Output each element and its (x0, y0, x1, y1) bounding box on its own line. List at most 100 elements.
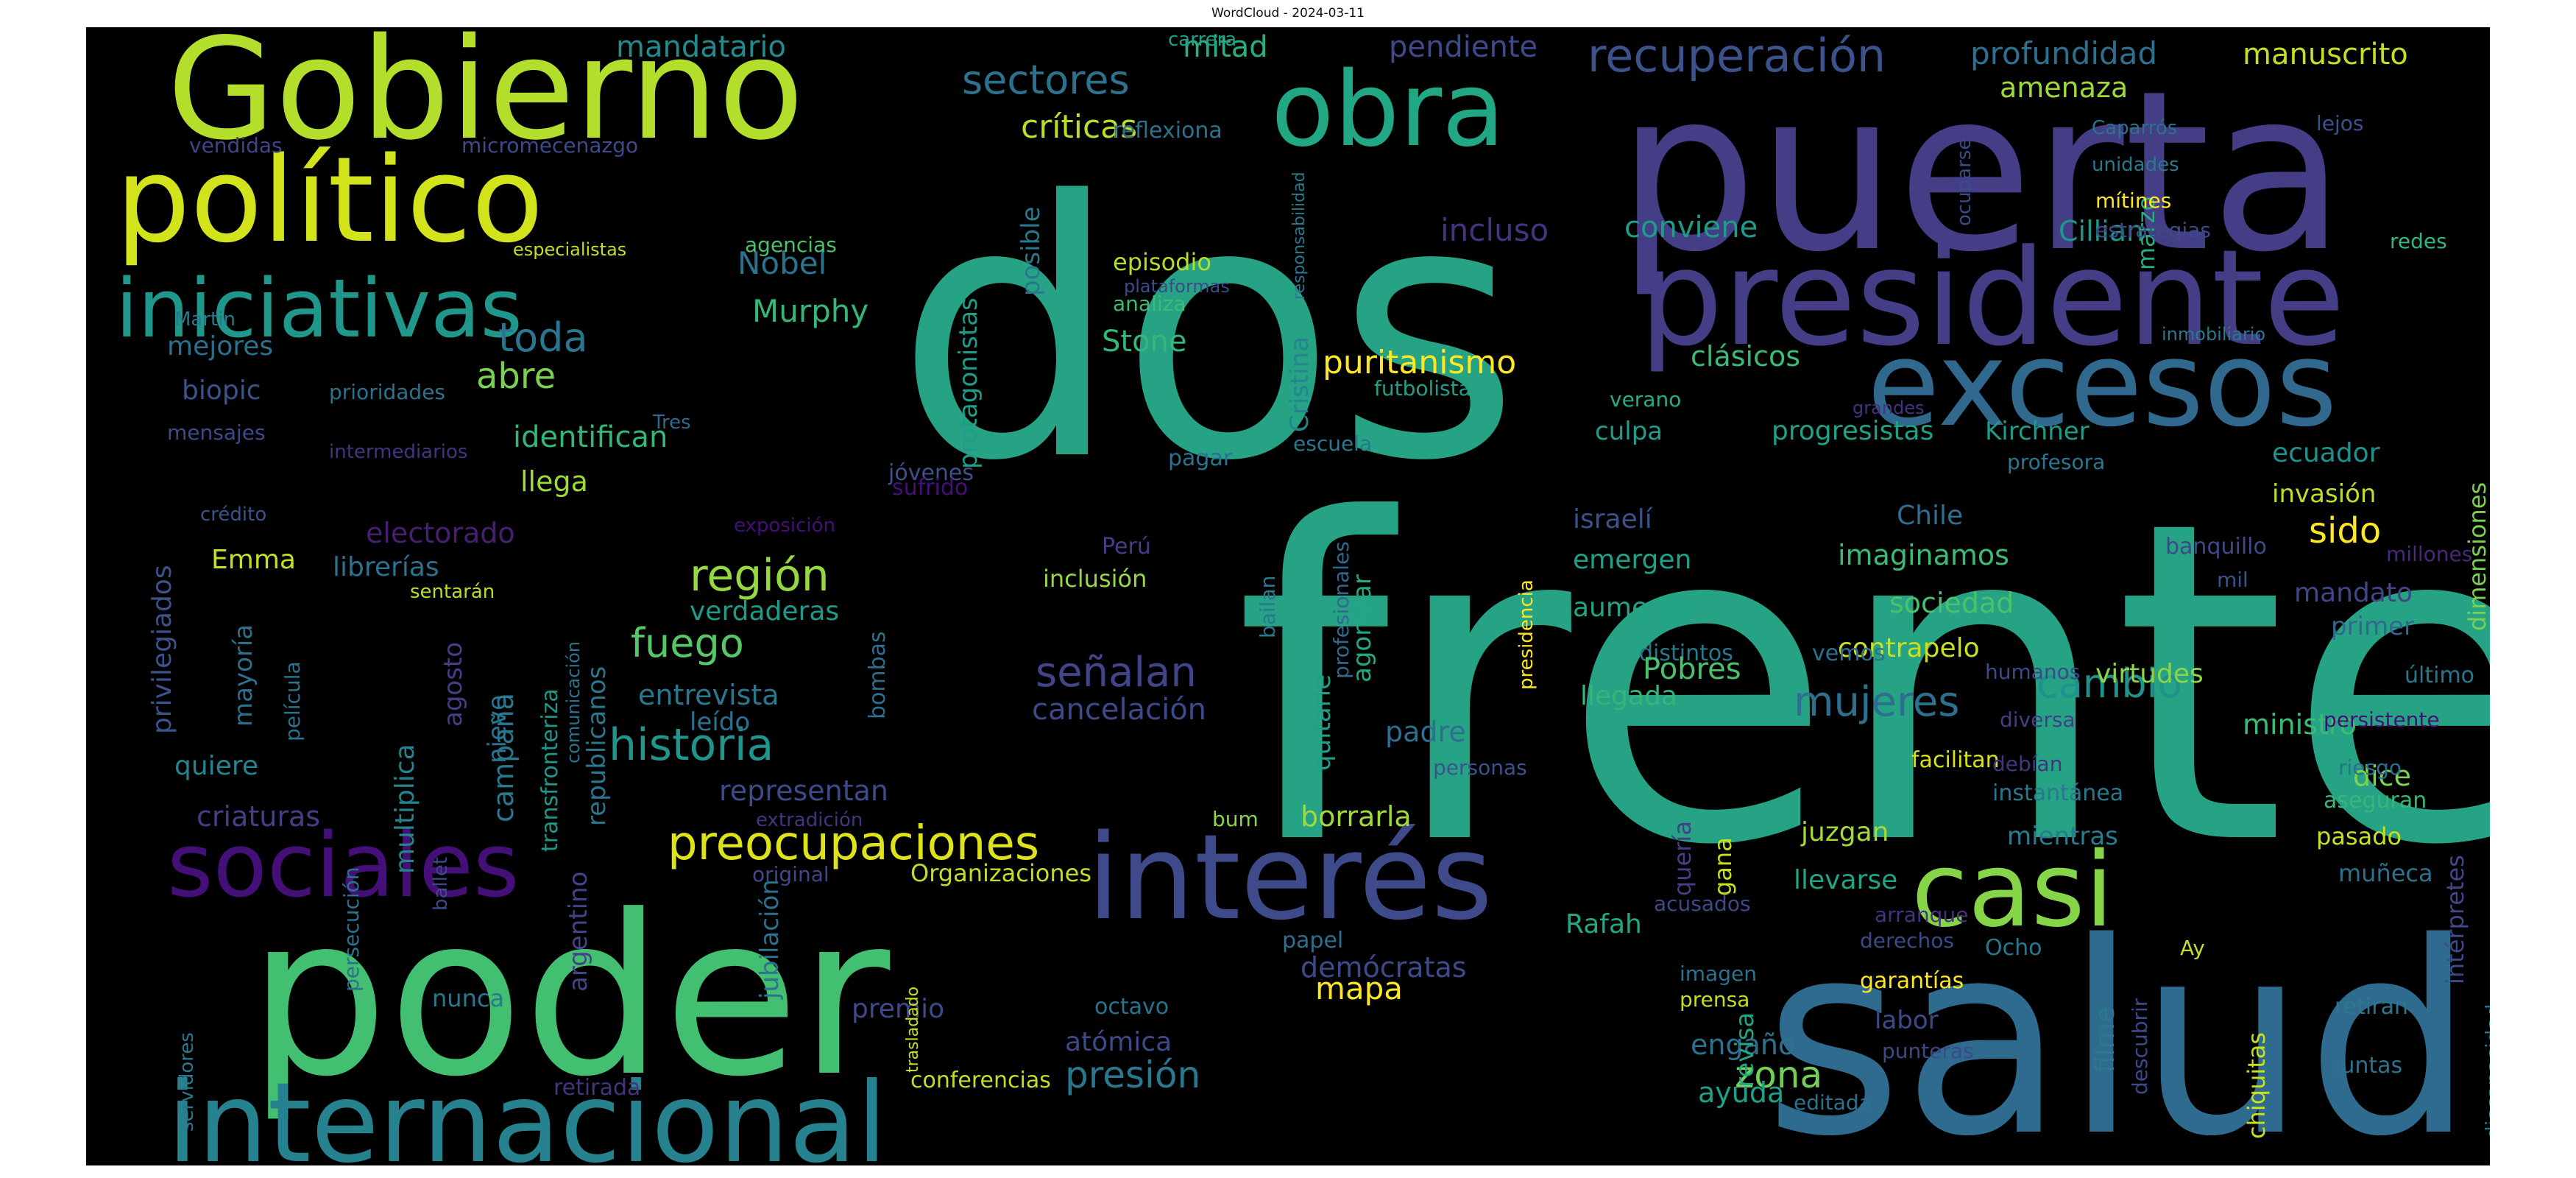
word-ocuparse: ocuparse (1953, 138, 1975, 226)
word-reflexiona: reflexiona (1113, 118, 1222, 144)
word-descubrir: descubrir (2128, 998, 2152, 1095)
word-gana: gana (1709, 837, 1737, 896)
word-punteras: punteras (1882, 1039, 1974, 1063)
word-sido: sido (2309, 510, 2381, 551)
word-vemos: vemos (1812, 641, 1885, 666)
word-carrera: carrera (1168, 29, 1236, 51)
word-agonizar: agonizar (1348, 574, 1377, 683)
word-nunca: nunca (432, 984, 504, 1012)
word-imaginamos: imaginamos (1838, 539, 2009, 571)
word-extradicion: extradición (756, 809, 863, 831)
word-electorado: electorado (366, 517, 515, 549)
word-posible: posible (1016, 207, 1046, 297)
word-mayoria: mayoría (229, 624, 258, 727)
word-engano: engaño (1691, 1029, 1795, 1061)
word-chile: Chile (1897, 501, 1963, 531)
word-primer: primer (2331, 612, 2414, 641)
word-librerias: librerías (333, 552, 439, 582)
word-mandato: mandato (2294, 578, 2413, 608)
word-aseguran: aseguran (2324, 788, 2427, 814)
word-escuela: escuela (1293, 431, 1372, 456)
word-pendiente: pendiente (1389, 30, 1538, 64)
word-ayuda: ayuda (1698, 1076, 1784, 1109)
word-arranque: arranque (1875, 903, 1968, 927)
word-discapacidad: discapacidad (2481, 1004, 2490, 1139)
word-interes: interés (1087, 808, 1493, 946)
wordcloud-canvas: frente dos salud puerta poder presidente Gobie… (86, 27, 2490, 1165)
word-sociales: sociales (167, 815, 519, 917)
word-derechos: derechos (1860, 928, 1954, 953)
word-inmobiliario: inmobiliario (2162, 324, 2265, 345)
word-presidencia: presidencia (1515, 579, 1538, 690)
word-rafah: Rafah (1565, 909, 1642, 939)
word-casi: casi (1911, 830, 2114, 950)
word-poder: poder (248, 868, 893, 1125)
word-redes: redes (2390, 229, 2447, 253)
word-multiplica: multiplica (390, 744, 420, 874)
word-padre: padre (1385, 716, 1466, 748)
word-toda: toda (498, 314, 588, 361)
word-prensa: prensa (1680, 987, 1749, 1012)
word-nieve: nieve (483, 695, 512, 763)
word-inclusion: inclusión (1043, 565, 1147, 593)
word-clasicos: clásicos (1691, 340, 1800, 373)
word-sociedad: sociedad (1889, 587, 2014, 619)
word-virtudes: virtudes (2095, 659, 2204, 689)
word-privilegiados: privilegiados (147, 565, 177, 734)
word-culpa: culpa (1595, 417, 1663, 446)
word-leido: leído (690, 708, 750, 737)
word-mejores: mejores (167, 331, 273, 361)
word-unidades: unidades (2092, 154, 2179, 176)
word-atomica: atómica (1065, 1027, 1172, 1057)
word-humanos: humanos (1985, 660, 2080, 684)
word-diversa: diversa (2000, 708, 2076, 732)
word-profundidad: profundidad (1970, 35, 2157, 71)
word-politico: político (116, 131, 543, 269)
word-biopic: biopic (182, 375, 261, 406)
word-riesgo: riesgo (2338, 755, 2402, 780)
word-emergen: emergen (1573, 545, 1691, 575)
word-llevarse: llevarse (1794, 865, 1897, 895)
word-historia: historia (609, 719, 774, 771)
word-conferencias: conferencias (910, 1068, 1051, 1093)
word-entrevista: entrevista (638, 679, 779, 711)
word-responsabilidad: responsabilidad (1290, 172, 1309, 300)
word-mientras: mientras (2007, 822, 2118, 851)
word-ocho: Ocho (1985, 935, 2042, 961)
word-criticas: críticas (1021, 108, 1137, 146)
word-imagen: imagen (1680, 962, 1757, 986)
word-pelicula: película (280, 661, 305, 741)
word-dimensiones: dimensiones (2463, 482, 2490, 631)
word-queria: quería (1669, 821, 1696, 896)
word-interpretes: intérpretes (2441, 855, 2469, 984)
word-editada: editada (1794, 1090, 1872, 1115)
word-personas: personas (1433, 755, 1527, 780)
word-juzgan: juzgan (1800, 817, 1889, 847)
word-facilitan: facilitan (1911, 747, 2000, 773)
word-argentino: argentino (564, 872, 593, 992)
word-aumenta: aumenta (1573, 593, 1691, 623)
word-organizaciones: Organizaciones (910, 859, 1091, 887)
word-republicanos: republicanos (582, 666, 612, 826)
word-nobel: Nobel (737, 245, 827, 281)
word-exposicion: exposición (734, 515, 835, 537)
word-persistente: persistente (2324, 708, 2440, 732)
word-chiquitas: chiquitas (2243, 1032, 2271, 1139)
word-conviene: conviene (1624, 211, 1758, 244)
word-ecuador: ecuador (2272, 438, 2380, 468)
word-sentaran: sentarán (410, 581, 495, 603)
word-garantias: garantías (1860, 968, 1964, 994)
word-jubilacion: jubilación (755, 879, 785, 1000)
word-presion: presión (1065, 1054, 1200, 1096)
word-bailan: bailan (1256, 576, 1280, 638)
word-octavo: octavo (1094, 994, 1169, 1020)
word-premio: premio (852, 994, 944, 1024)
word-especialistas: especialistas (513, 239, 626, 260)
word-agencias: agencias (745, 233, 837, 257)
word-transfronteriza: transfronteriza (537, 688, 563, 852)
word-quitarle: quitarle (1307, 674, 1337, 771)
word-millones: millones (2386, 542, 2472, 566)
word-obra: obra (1271, 50, 1505, 170)
word-ay: Ay (2180, 936, 2205, 960)
